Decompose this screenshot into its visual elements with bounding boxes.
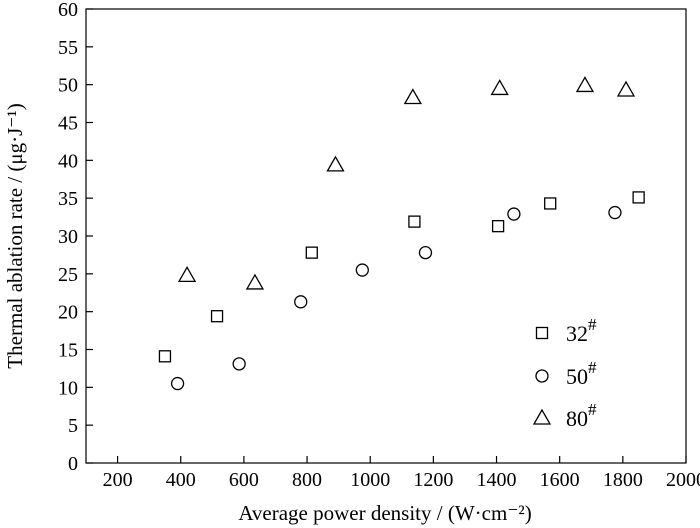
legend-label: 80# [566,400,597,431]
x-tick-label: 600 [229,469,259,491]
x-tick-label: 1200 [413,469,453,491]
y-tick-label: 30 [58,226,78,248]
legend-marker-circle [535,369,549,383]
legend-label: 32# [566,315,597,346]
data-point-circle [507,207,521,221]
data-point-circle [608,205,622,220]
y-tick-label: 40 [58,150,78,172]
legend: 32# 50# 80# [532,315,597,431]
y-tick-label: 15 [58,340,78,362]
x-tick-label: 1000 [350,469,390,491]
data-point-triangle [403,88,422,105]
data-point-square [210,310,224,323]
y-tick-label: 20 [58,302,78,324]
data-point-square [158,350,172,363]
data-points [158,76,645,391]
data-point-square [491,220,505,233]
data-point-triangle [490,79,509,96]
y-tick-label: 45 [58,113,78,135]
data-point-triangle [575,76,595,93]
legend-marker-triangle [532,408,552,425]
y-axis-ticks: 0 5 10 15 20 25 30 35 40 45 50 55 60 [58,0,93,475]
x-tick-label: 400 [166,469,196,491]
data-point-triangle [177,266,197,282]
data-point-square [632,191,645,204]
data-point-circle [418,245,433,260]
x-tick-label: 1400 [477,469,517,491]
data-point-circle [294,295,308,309]
y-tick-label: 25 [58,264,78,286]
data-point-triangle [326,155,345,172]
legend-marker-square [535,326,549,340]
data-point-triangle [245,273,265,290]
x-tick-label: 800 [292,469,322,491]
y-axis-title: Thermal ablation rate / (μg·J⁻¹) [3,103,27,368]
x-tick-label: 1600 [540,469,580,491]
x-axis-title: Average power density / (W·cm⁻²) [238,501,531,525]
data-point-circle [355,263,369,277]
y-tick-label: 55 [58,37,78,59]
y-tick-label: 60 [58,0,78,21]
data-point-square [408,215,421,228]
y-tick-label: 0 [68,453,78,475]
data-point-triangle [616,80,636,97]
y-tick-label: 5 [68,415,78,437]
data-point-square [305,246,318,259]
y-tick-label: 35 [58,188,78,210]
data-point-circle [170,376,185,391]
data-point-square [544,197,557,210]
y-tick-label: 10 [58,377,78,399]
legend-label: 50# [566,358,597,389]
y-tick-label: 50 [58,75,78,97]
x-tick-label: 1800 [603,469,643,491]
data-point-circle [232,357,246,371]
x-tick-label: 200 [103,469,133,491]
plot-frame [85,8,687,464]
